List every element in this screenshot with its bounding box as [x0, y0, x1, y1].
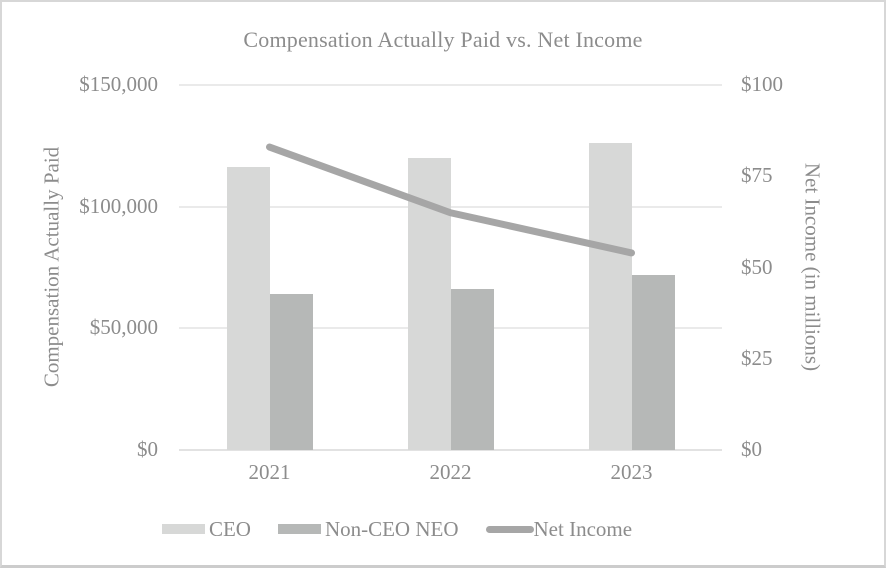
legend-label-net-income: Net Income: [533, 516, 633, 541]
right-axis-tick: $25: [741, 345, 773, 370]
legend-item-non-ceo-neo: Non-CEO NEO: [277, 516, 459, 542]
gridline: [179, 84, 722, 86]
bar-non-ceo-neo-2021: [269, 294, 313, 450]
legend-swatch-ceo: [161, 524, 205, 534]
left-axis-title: Compensation Actually Paid: [39, 146, 64, 388]
category-label-2021: 2021: [248, 460, 291, 484]
legend-line-sample-net-income: [485, 525, 534, 533]
right-axis-title: Net Income (in millions): [800, 162, 825, 372]
bar-non-ceo-neo-2022: [450, 289, 494, 450]
legend-label-ceo: CEO: [208, 516, 251, 541]
left-axis-tick: $50,000: [89, 315, 158, 340]
right-axis-tick: $100: [741, 72, 783, 96]
legend-label-non-ceo-neo: Non-CEO NEO: [324, 516, 459, 541]
left-axis-tick: $100,000: [79, 193, 158, 218]
bar-ceo-2023: [588, 143, 632, 450]
x-axis-line: [179, 449, 722, 451]
right-axis-tick: $50: [741, 254, 773, 279]
plot-area: [179, 84, 722, 451]
bar-ceo-2021: [226, 166, 270, 450]
gridline: [179, 205, 722, 208]
net-income-line: [266, 143, 635, 257]
chart-title: Compensation Actually Paid vs. Net Incom…: [243, 27, 643, 52]
legend-swatch-non-ceo-neo: [277, 524, 321, 534]
bar-non-ceo-neo-2023: [631, 274, 675, 450]
left-axis-tick: $150,000: [79, 72, 158, 96]
right-axis-tick: $0: [741, 437, 762, 461]
legend: CEO Non-CEO NEO Net Income: [2, 516, 838, 542]
right-axis-tick: $75: [741, 163, 773, 188]
left-axis-tick: $0: [137, 437, 158, 461]
legend-item-net-income: Net Income: [485, 516, 633, 542]
category-label-2022: 2022: [429, 460, 472, 484]
legend-item-ceo: CEO: [161, 516, 251, 542]
category-label-2023: 2023: [610, 460, 653, 484]
